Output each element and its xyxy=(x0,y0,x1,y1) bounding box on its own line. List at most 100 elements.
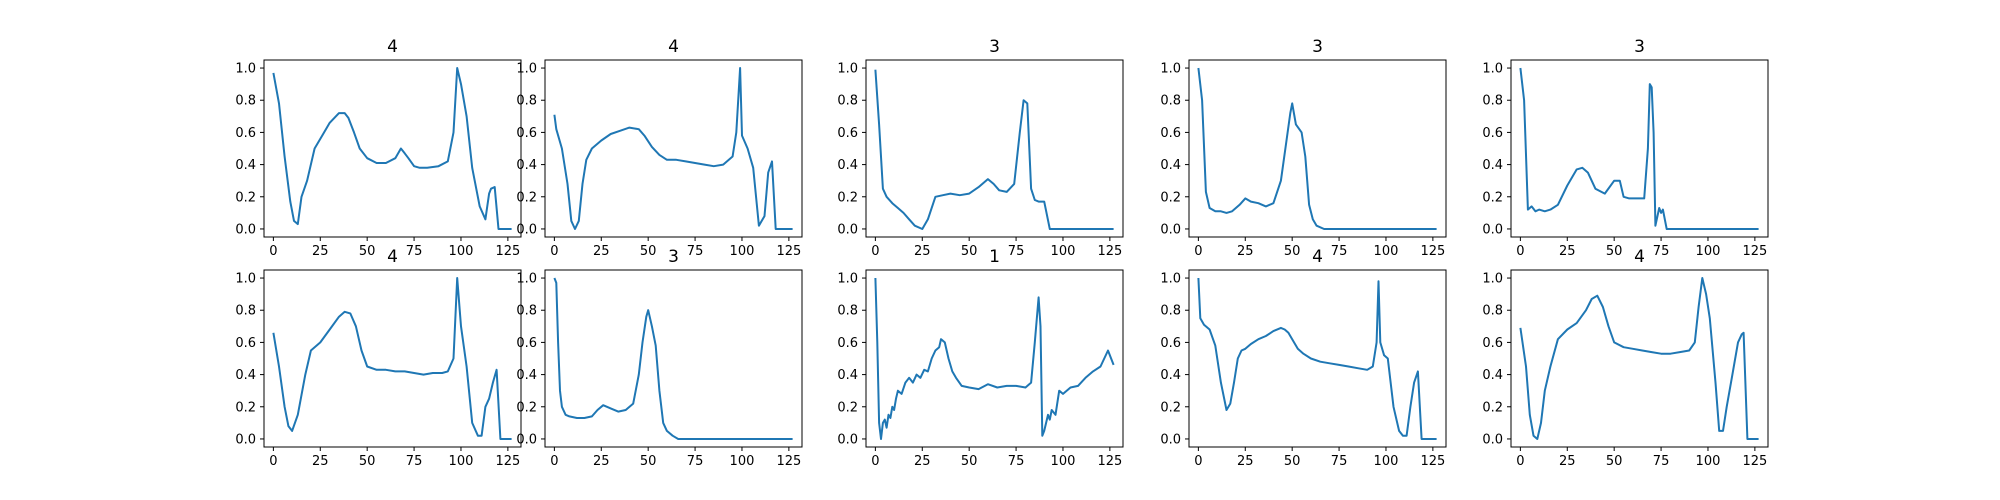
y-tick-label: 0.2 xyxy=(516,190,537,205)
series-line xyxy=(272,67,512,230)
y-tick-label: 0.6 xyxy=(516,336,537,351)
y-tick-label: 0.8 xyxy=(1482,304,1503,319)
y-tick-label: 1.0 xyxy=(516,62,537,77)
x-tick-label: 100 xyxy=(1051,244,1076,259)
y-tick-label: 0.6 xyxy=(235,126,256,141)
x-tick-label: 50 xyxy=(961,244,978,259)
x-tick-label: 25 xyxy=(312,454,329,469)
axes-frame xyxy=(865,269,1124,448)
y-tick-label: 0.0 xyxy=(516,222,537,237)
x-tick-label: 50 xyxy=(1606,244,1623,259)
y-tick-label: 1.0 xyxy=(235,272,256,287)
subplot-9: 4 0 25 50 75 100 125 0.0 0.2 0.4 0.6 0.8 1.0 xyxy=(1160,247,1447,469)
x-tick-label: 25 xyxy=(914,244,931,259)
x-tick-label: 125 xyxy=(1420,244,1445,259)
subplot-8: 1 0 25 50 75 100 125 0.0 0.2 0.4 0.6 0.8 1.0 xyxy=(837,247,1124,469)
x-tick-label: 75 xyxy=(1653,244,1670,259)
series-line xyxy=(553,277,793,440)
y-tick-label: 0.0 xyxy=(235,432,256,447)
y-tick-label: 0.8 xyxy=(516,94,537,109)
subplot-4: 3 0 25 50 75 100 125 0.0 0.2 0.4 0.6 0.8 1.0 xyxy=(1160,37,1447,259)
axes-frame xyxy=(263,59,522,238)
x-tick-label: 25 xyxy=(1559,244,1576,259)
x-tick-label: 25 xyxy=(914,454,931,469)
y-tick-label: 0.0 xyxy=(837,222,858,237)
y-tick-label: 0.4 xyxy=(235,368,256,383)
subplot-title: 4 xyxy=(1312,247,1323,267)
y-tick-label: 0.0 xyxy=(837,432,858,447)
axes-frame xyxy=(544,269,803,448)
x-tick-label: 75 xyxy=(406,244,423,259)
series-line xyxy=(1197,277,1437,440)
x-tick-label: 0 xyxy=(871,454,879,469)
y-tick-label: 0.6 xyxy=(516,126,537,141)
y-tick-label: 0.2 xyxy=(837,400,858,415)
x-tick-label: 125 xyxy=(495,454,520,469)
subplot-5: 3 0 25 50 75 100 125 0.0 0.2 0.4 0.6 0.8 1.0 xyxy=(1482,37,1769,259)
y-tick-label: 0.6 xyxy=(1160,336,1181,351)
subplot-title: 4 xyxy=(387,37,398,57)
y-tick-label: 0.8 xyxy=(1482,94,1503,109)
x-tick-label: 0 xyxy=(1516,454,1524,469)
subplot-title: 1 xyxy=(989,247,1000,267)
y-tick-label: 0.0 xyxy=(1482,222,1503,237)
subplot-title: 3 xyxy=(1634,37,1645,57)
series-line xyxy=(272,277,512,440)
y-tick-label: 0.8 xyxy=(837,94,858,109)
x-tick-label: 50 xyxy=(359,244,376,259)
y-tick-label: 0.2 xyxy=(1160,400,1181,415)
x-tick-label: 100 xyxy=(449,244,474,259)
y-tick-label: 0.8 xyxy=(837,304,858,319)
x-tick-label: 50 xyxy=(640,454,657,469)
subplot-2: 4 0 25 50 75 100 125 0.0 0.2 0.4 0.6 0.8 1.0 xyxy=(516,37,803,259)
x-tick-label: 100 xyxy=(1374,244,1399,259)
x-tick-label: 50 xyxy=(1284,244,1301,259)
y-tick-label: 0.8 xyxy=(235,304,256,319)
x-tick-label: 0 xyxy=(269,454,277,469)
x-tick-label: 75 xyxy=(406,454,423,469)
y-tick-label: 0.2 xyxy=(1482,190,1503,205)
y-tick-label: 0.8 xyxy=(516,304,537,319)
y-tick-label: 1.0 xyxy=(1160,62,1181,77)
x-tick-label: 25 xyxy=(312,244,329,259)
axes-frame xyxy=(1188,59,1447,238)
x-tick-label: 125 xyxy=(776,454,801,469)
y-tick-label: 1.0 xyxy=(516,272,537,287)
x-tick-label: 125 xyxy=(495,244,520,259)
axes-frame xyxy=(1510,59,1769,238)
x-tick-label: 25 xyxy=(1237,454,1254,469)
series-line xyxy=(1197,67,1437,230)
x-tick-label: 125 xyxy=(1097,454,1122,469)
axes-frame xyxy=(263,269,522,448)
subplot-6: 4 0 25 50 75 100 125 0.0 0.2 0.4 0.6 0.8 1.0 xyxy=(235,247,522,469)
x-tick-label: 125 xyxy=(1742,454,1767,469)
x-tick-label: 50 xyxy=(1606,454,1623,469)
x-tick-label: 125 xyxy=(1097,244,1122,259)
y-tick-label: 0.8 xyxy=(1160,94,1181,109)
subplot-title: 4 xyxy=(668,37,679,57)
axes-frame xyxy=(1510,269,1769,448)
y-tick-label: 0.0 xyxy=(1160,432,1181,447)
x-tick-label: 125 xyxy=(1742,244,1767,259)
y-tick-label: 1.0 xyxy=(235,62,256,77)
x-tick-label: 25 xyxy=(1559,454,1576,469)
y-tick-label: 0.4 xyxy=(1160,368,1181,383)
x-tick-label: 50 xyxy=(640,244,657,259)
y-tick-label: 0.4 xyxy=(1160,158,1181,173)
y-tick-label: 0.8 xyxy=(235,94,256,109)
subplot-title: 3 xyxy=(668,247,679,267)
x-tick-label: 75 xyxy=(1331,454,1348,469)
y-tick-label: 0.4 xyxy=(1482,368,1503,383)
y-tick-label: 0.4 xyxy=(837,158,858,173)
y-tick-label: 0.6 xyxy=(1160,126,1181,141)
x-tick-label: 0 xyxy=(1516,244,1524,259)
y-tick-label: 0.0 xyxy=(235,222,256,237)
axes-frame xyxy=(1188,269,1447,448)
axes-frame xyxy=(544,59,803,238)
x-tick-label: 75 xyxy=(1008,244,1025,259)
y-tick-label: 0.6 xyxy=(1482,126,1503,141)
y-tick-label: 1.0 xyxy=(1482,62,1503,77)
x-tick-label: 25 xyxy=(1237,244,1254,259)
x-tick-label: 125 xyxy=(776,244,801,259)
subplot-title: 3 xyxy=(1312,37,1323,57)
